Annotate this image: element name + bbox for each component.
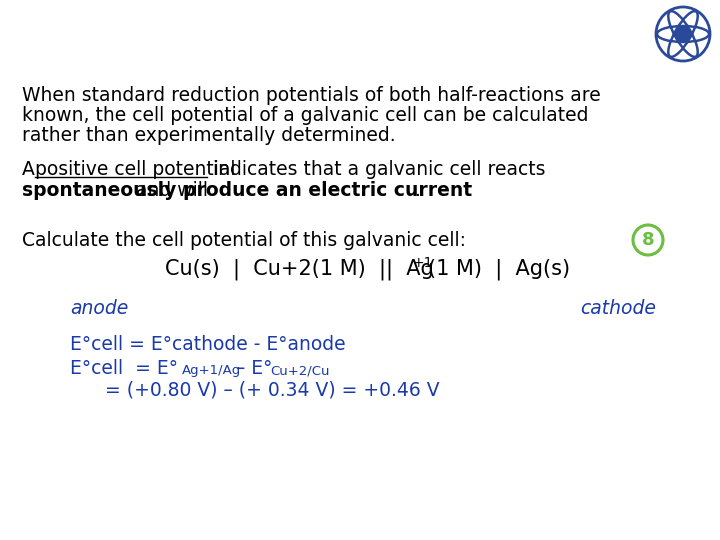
- Text: anode: anode: [70, 299, 128, 318]
- Text: +1: +1: [413, 256, 433, 270]
- Circle shape: [675, 26, 691, 42]
- Text: positive cell potential: positive cell potential: [35, 160, 235, 179]
- Text: cathode: cathode: [580, 299, 656, 318]
- Text: indicates that a galvanic cell reacts: indicates that a galvanic cell reacts: [207, 160, 546, 179]
- Text: spontaneously: spontaneously: [22, 181, 176, 200]
- Text: 8: 8: [642, 231, 654, 249]
- Text: A: A: [22, 160, 41, 179]
- Text: E°cell = E°cathode - E°anode: E°cell = E°cathode - E°anode: [70, 335, 346, 354]
- Text: E°cell  = E°: E°cell = E°: [70, 359, 178, 378]
- Text: Cu+2/Cu: Cu+2/Cu: [270, 364, 330, 377]
- Text: Cu(s)  |  Cu+2(1 M)  ||  Ag: Cu(s) | Cu+2(1 M) || Ag: [165, 259, 433, 280]
- Text: – E°: – E°: [230, 359, 272, 378]
- Text: known, the cell potential of a galvanic cell can be calculated: known, the cell potential of a galvanic …: [22, 106, 588, 125]
- Text: rather than experimentally determined.: rather than experimentally determined.: [22, 126, 395, 145]
- Text: produce an electric current: produce an electric current: [183, 181, 472, 200]
- Text: (1 M)  |  Ag(s): (1 M) | Ag(s): [428, 259, 570, 280]
- Text: Calculate the cell potential of this galvanic cell:: Calculate the cell potential of this gal…: [22, 231, 466, 250]
- Text: Ag+1/Ag: Ag+1/Ag: [182, 364, 241, 377]
- Text: = (+0.80 V) – (+ 0.34 V) = +0.46 V: = (+0.80 V) – (+ 0.34 V) = +0.46 V: [105, 381, 440, 400]
- Text: Using standard reduction potentials: Using standard reduction potentials: [18, 19, 639, 49]
- Text: When standard reduction potentials of both half-reactions are: When standard reduction potentials of bo…: [22, 86, 600, 105]
- Text: and will: and will: [130, 181, 214, 200]
- Text: .: .: [415, 181, 421, 200]
